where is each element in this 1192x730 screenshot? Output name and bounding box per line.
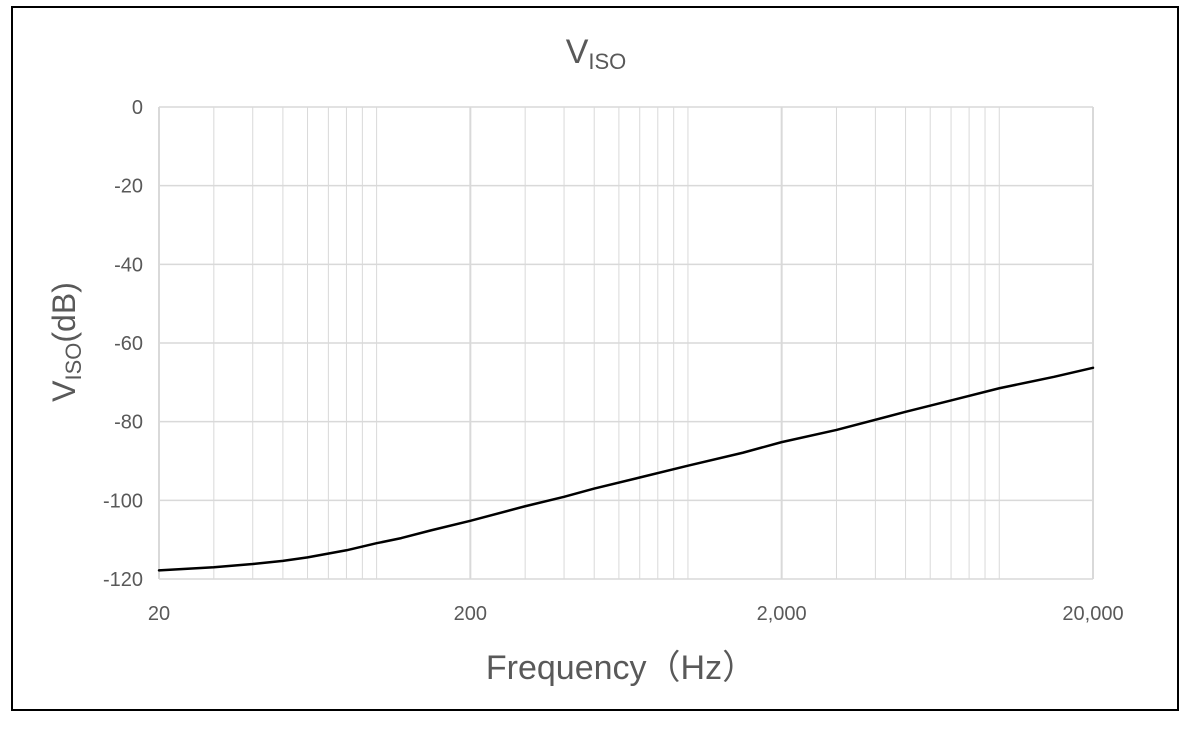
chart-title-main: V [566, 33, 589, 71]
y-axis-label-tail: (dB) [46, 282, 82, 342]
chart-title: VISO [566, 33, 627, 74]
chart-title-subscript: ISO [588, 49, 626, 74]
y-axis-label: VISO(dB) [46, 282, 86, 402]
series-layer [157, 366, 1095, 572]
y-tick-label: -60 [114, 333, 143, 355]
x-tick-label: 20 [148, 603, 170, 625]
label-layer: VISO Frequency（Hz） VISO(dB) [46, 33, 756, 687]
y-tick-label: -80 [114, 412, 143, 434]
y-tick-label: -20 [114, 176, 143, 198]
y-tick-label: -100 [103, 490, 143, 512]
y-axis-label-subscript: ISO [61, 343, 86, 381]
series-line [157, 366, 1095, 572]
x-tick-label: 2,000 [757, 603, 807, 625]
y-tick-label: 0 [132, 97, 143, 119]
grid-layer [158, 106, 1094, 580]
x-tick-label: 200 [454, 603, 487, 625]
y-tick-label: -120 [103, 569, 143, 591]
chart-frame: 0 -20 -40 -60 -80 -100 -120 20 200 2,000 20,000 VI… [11, 6, 1179, 711]
x-axis-label: Frequency（Hz） [486, 649, 756, 687]
y-tick-label: -40 [114, 254, 143, 276]
y-axis-label-main: V [46, 380, 82, 402]
x-tick-label: 20,000 [1062, 603, 1123, 625]
